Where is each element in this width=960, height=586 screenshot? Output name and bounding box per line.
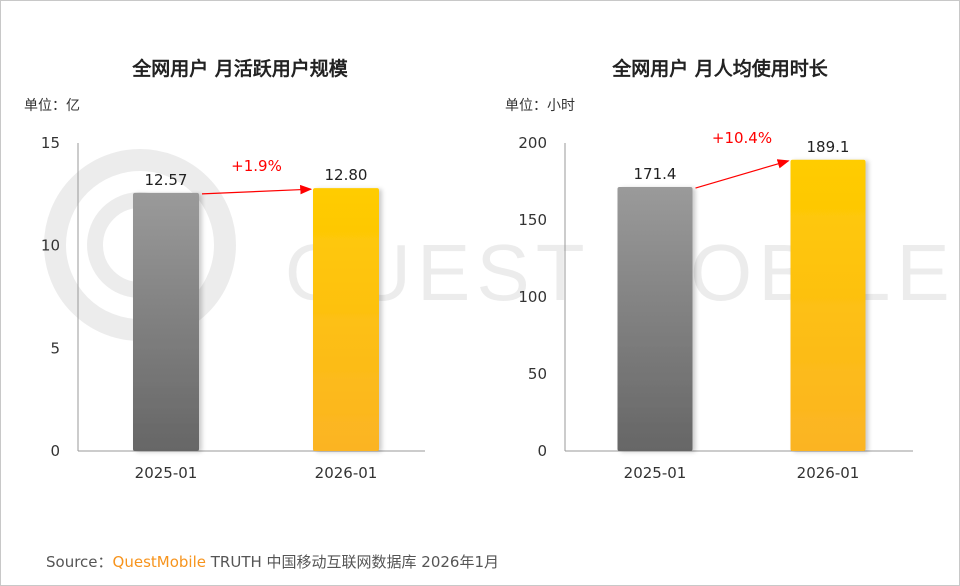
source-note: Source：QuestMobile TRUTH 中国移动互联网数据库 2026… bbox=[46, 551, 499, 572]
y-tick-label: 10 bbox=[41, 237, 60, 255]
chart-title: 全网用户 月人均使用时长 bbox=[611, 57, 829, 80]
y-tick-label: 200 bbox=[518, 134, 547, 152]
data-label: 189.1 bbox=[807, 138, 850, 156]
source-label: Source： bbox=[46, 553, 113, 571]
source-text: TRUTH 中国移动互联网数据库 2026年1月 bbox=[205, 553, 500, 571]
bar-2025-01 bbox=[133, 192, 199, 451]
unit-label: 单位：亿 bbox=[24, 98, 80, 114]
source-brand: QuestMobile bbox=[112, 553, 206, 571]
y-tick-label: 0 bbox=[537, 442, 547, 460]
y-tick-label: 150 bbox=[518, 211, 547, 229]
data-label: 12.80 bbox=[325, 166, 368, 184]
x-tick-label: 2026-01 bbox=[315, 464, 378, 482]
y-tick-label: 0 bbox=[50, 442, 60, 460]
change-arrow bbox=[201, 184, 313, 195]
bar-2025-01 bbox=[617, 187, 693, 451]
chart-title: 全网用户 月活跃用户规模 bbox=[131, 57, 349, 80]
change-label: +10.4% bbox=[712, 129, 772, 147]
change-arrow bbox=[695, 159, 790, 189]
unit-label: 单位：小时 bbox=[505, 98, 575, 114]
y-tick-label: 100 bbox=[518, 288, 547, 306]
y-tick-label: 5 bbox=[50, 339, 60, 357]
bar-2026-01 bbox=[313, 188, 379, 451]
data-label: 12.57 bbox=[145, 171, 188, 189]
y-tick-label: 50 bbox=[528, 365, 547, 383]
change-label: +1.9% bbox=[231, 157, 282, 175]
data-label: 171.4 bbox=[634, 165, 677, 183]
x-tick-label: 2026-01 bbox=[797, 464, 860, 482]
x-tick-label: 2025-01 bbox=[135, 464, 198, 482]
bar-2026-01 bbox=[790, 159, 866, 451]
x-tick-label: 2025-01 bbox=[624, 464, 687, 482]
y-tick-label: 15 bbox=[41, 134, 60, 152]
